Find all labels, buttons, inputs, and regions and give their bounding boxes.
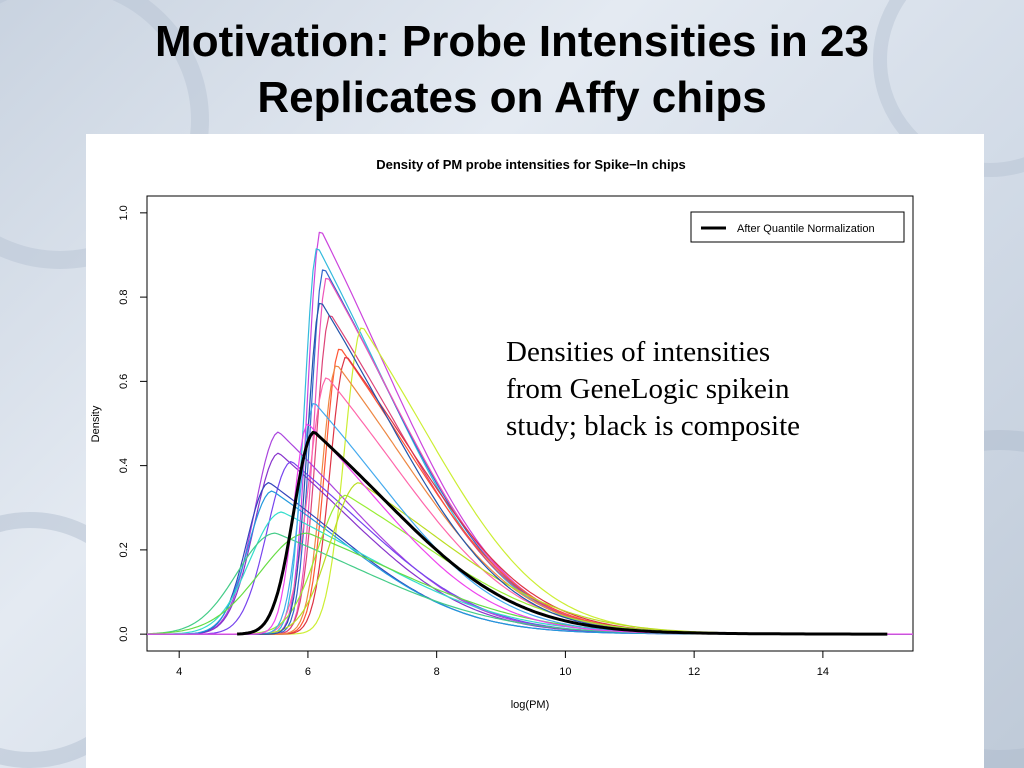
y-tick-label: 0.6 <box>118 374 130 389</box>
series-line-composite <box>237 430 888 636</box>
annotation-line-1: Densities of intensities <box>506 336 771 368</box>
y-tick-label: 0.8 <box>118 289 130 304</box>
x-axis-label: log(PM) <box>511 699 550 711</box>
slide-title-line-2: Replicates on Affy chips <box>257 73 767 122</box>
x-tick-label: 14 <box>817 666 829 678</box>
legend: After Quantile Normalization <box>690 211 905 243</box>
series-line-replicate <box>147 490 913 635</box>
y-axis: 0.0 0.2 0.4 0.6 0.8 1.0 <box>118 205 147 642</box>
y-tick-label: 0.0 <box>118 626 130 641</box>
series-line-replicate <box>147 511 913 635</box>
y-tick-label: 0.2 <box>118 542 130 557</box>
y-axis-label: Density <box>90 405 102 442</box>
chart-panel: Density of PM probe intensities for Spik… <box>86 134 984 768</box>
density-chart: Density of PM probe intensities for Spik… <box>90 157 914 711</box>
x-axis: 4 6 8 10 12 14 <box>176 651 829 678</box>
slide-title: Motivation: Probe Intensities in 23 Repl… <box>0 14 1024 126</box>
y-tick-label: 0.4 <box>118 458 130 473</box>
x-tick-label: 12 <box>688 666 700 678</box>
series-line-replicate <box>146 532 913 635</box>
annotation-line-2: from GeneLogic spikein <box>506 373 790 405</box>
y-tick-label: 1.0 <box>118 205 130 220</box>
x-tick-label: 8 <box>434 666 440 678</box>
series-line-replicate <box>147 277 913 635</box>
series-curves <box>146 231 913 636</box>
series-line-replicate <box>147 452 913 635</box>
x-tick-label: 4 <box>176 666 182 678</box>
x-tick-label: 10 <box>559 666 571 678</box>
legend-label: After Quantile Normalization <box>737 223 875 235</box>
legend-box <box>690 211 905 243</box>
annotation-line-3: study; black is composite <box>506 410 800 442</box>
series-line-replicate <box>147 461 913 635</box>
slide-title-line-1: Motivation: Probe Intensities in 23 <box>155 17 869 66</box>
annotation-text: Densities of intensities from GeneLogic … <box>506 334 886 445</box>
series-line-replicate <box>147 494 913 635</box>
x-tick-label: 6 <box>305 666 311 678</box>
plot-frame <box>146 195 914 652</box>
chart-title: Density of PM probe intensities for Spik… <box>376 157 686 172</box>
